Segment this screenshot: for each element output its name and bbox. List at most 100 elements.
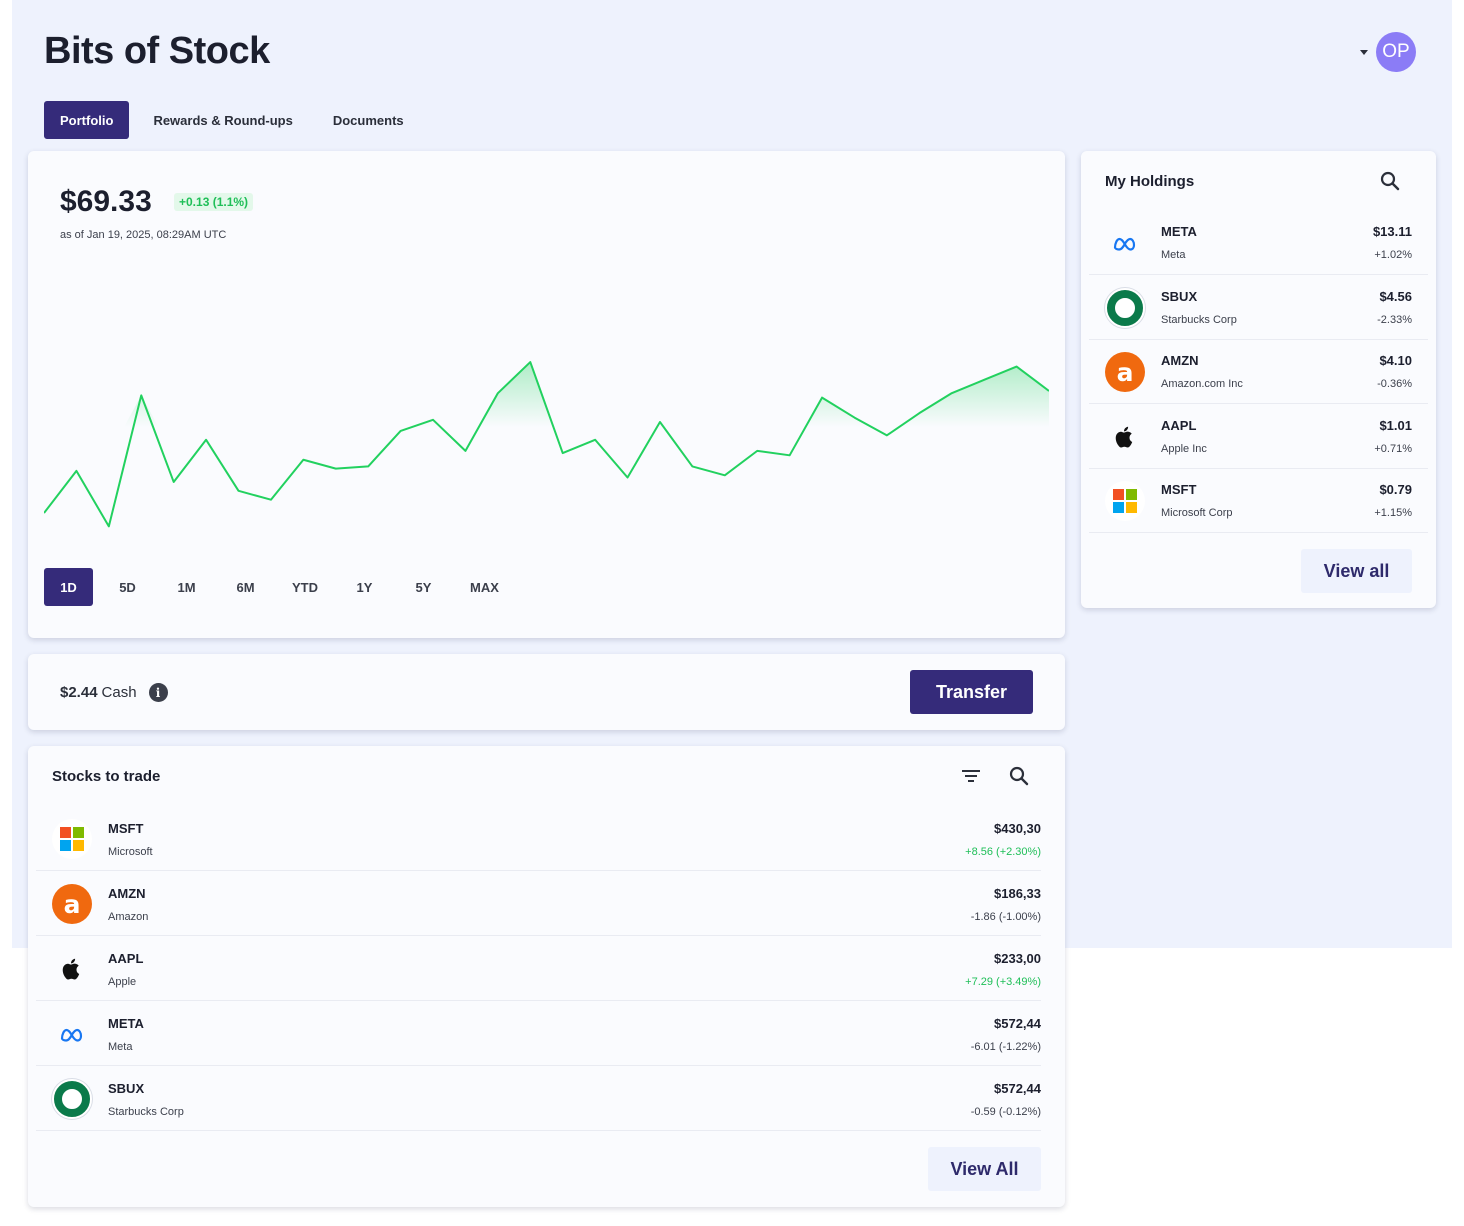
trade-logo <box>52 1079 92 1119</box>
stock-price: $186,33 <box>994 886 1041 901</box>
range-1d[interactable]: 1D <box>44 568 93 606</box>
range-5d[interactable]: 5D <box>119 579 136 595</box>
meta-logo-icon <box>1113 237 1136 251</box>
apple-logo-icon <box>1115 426 1133 448</box>
holding-row-amzn[interactable]: a AMZN Amazon.com Inc $4.10 -0.36% <box>1089 339 1428 404</box>
range-1m[interactable]: 1M <box>177 579 196 595</box>
stock-name: Amazon <box>108 911 149 923</box>
holding-row-meta[interactable]: META Meta $13.11 +1.02% <box>1089 210 1428 275</box>
tab-portfolio[interactable]: Portfolio <box>44 101 130 139</box>
stocks-to-trade-title: Stocks to trade <box>52 768 161 785</box>
search-icon[interactable] <box>1378 169 1402 193</box>
microsoft-logo-icon <box>52 819 92 859</box>
stock-change: -0.36% <box>1377 378 1412 390</box>
portfolio-change-badge: +0.13 (1.1%) <box>174 193 254 211</box>
trade-row-amzn[interactable]: a AMZN Amazon $186,33 -1.86 (-1.00%) <box>36 871 1041 936</box>
stock-change: +1.02% <box>1374 249 1412 261</box>
stock-name: Apple <box>108 976 137 988</box>
app-title: Bits of Stock <box>44 30 270 72</box>
stock-symbol: META <box>1161 224 1197 239</box>
stock-symbol: AAPL <box>1161 417 1197 433</box>
stock-price: $1.01 <box>1379 417 1412 433</box>
trade-logo <box>52 949 92 989</box>
portfolio-card: $69.33 +0.13 (1.1%) as of Jan 19, 2025, … <box>28 151 1065 638</box>
trade-logo: a <box>52 884 92 924</box>
stock-price: $13.11 <box>1372 224 1412 239</box>
holding-logo <box>1105 223 1145 263</box>
holding-logo: a <box>1105 352 1145 392</box>
holding-row-sbux[interactable]: SBUX Starbucks Corp $4.56 -2.33% <box>1089 275 1428 340</box>
stock-name: Apple Inc <box>1161 442 1207 455</box>
holding-logo <box>1105 481 1145 521</box>
stock-change: -1.86 (-1.00%) <box>970 911 1041 923</box>
stock-name: Starbucks Corp <box>108 1106 184 1118</box>
holding-row-msft[interactable]: MSFT Microsoft Corp $0.79 +1.15% <box>1089 468 1428 533</box>
stock-name: Meta <box>1161 249 1186 261</box>
view-all-stocks-button[interactable]: View All <box>928 1147 1041 1191</box>
transfer-button[interactable]: Transfer <box>910 670 1033 714</box>
stock-name: Microsoft Corp <box>1161 507 1233 519</box>
stock-change: -0.59 (-0.12%) <box>970 1106 1041 1118</box>
stock-symbol: AMZN <box>108 886 146 901</box>
cash-summary: $2.44 Cash i <box>60 683 168 702</box>
portfolio-timestamp: as of Jan 19, 2025, 08:29AM UTC <box>60 229 227 241</box>
microsoft-logo-icon <box>1105 481 1145 521</box>
tab-rewards[interactable]: Rewards & Round-ups <box>153 112 293 128</box>
range-1y[interactable]: 1Y <box>356 579 373 595</box>
cash-card: $2.44 Cash i Transfer <box>28 654 1065 730</box>
range-5y[interactable]: 5Y <box>415 579 432 595</box>
trade-row-aapl[interactable]: AAPL Apple $233,00 +7.29 (+3.49%) <box>36 936 1041 1001</box>
stock-symbol: MSFT <box>108 821 144 836</box>
trade-row-msft[interactable]: MSFT Microsoft $430,30 +8.56 (+2.30%) <box>36 806 1041 871</box>
starbucks-logo-icon <box>52 1079 92 1119</box>
stocks-to-trade-card: Stocks to trade MSFT Microsoft $430,30 +8.5… <box>28 746 1065 1207</box>
stock-symbol: AMZN <box>1161 353 1199 368</box>
stock-price: $572,44 <box>994 1016 1041 1031</box>
stock-symbol: MSFT <box>1161 482 1197 497</box>
trade-row-sbux[interactable]: SBUX Starbucks Corp $572,44 -0.59 (-0.12%) <box>36 1066 1041 1131</box>
amazon-logo-icon: a <box>52 884 92 924</box>
stock-change: +1.15% <box>1374 507 1412 519</box>
holding-row-aapl[interactable]: AAPL Apple Inc $1.01 +0.71% <box>1089 404 1428 469</box>
tab-documents[interactable]: Documents <box>332 112 404 128</box>
range-ytd[interactable]: YTD <box>292 579 318 595</box>
view-all-holdings-button[interactable]: View all <box>1301 549 1412 593</box>
stock-name: Microsoft <box>108 846 153 858</box>
stock-price: $0.79 <box>1379 482 1412 497</box>
stock-change: -6.01 (-1.22%) <box>970 1041 1041 1053</box>
avatar[interactable]: OP <box>1376 32 1416 72</box>
filter-icon[interactable] <box>959 764 983 788</box>
stock-symbol: SBUX <box>1161 288 1198 304</box>
stock-symbol: AAPL <box>108 951 144 966</box>
stock-name: Starbucks Corp <box>1161 313 1237 326</box>
user-menu[interactable]: OP <box>1360 32 1416 72</box>
stock-price: $4.56 <box>1379 288 1412 304</box>
starbucks-logo-icon <box>1105 287 1145 328</box>
range-selector: 1D 5D 1M 6M YTD 1Y 5Y MAX <box>44 568 521 606</box>
trade-logo <box>52 819 92 859</box>
my-holdings-title: My Holdings <box>1105 173 1195 190</box>
meta-logo-icon <box>60 1028 83 1042</box>
search-icon[interactable] <box>1007 764 1031 788</box>
stock-symbol: META <box>108 1016 144 1031</box>
amazon-logo-icon: a <box>1105 352 1145 392</box>
stock-name: Amazon.com Inc <box>1161 378 1243 390</box>
stock-symbol: SBUX <box>108 1081 145 1096</box>
chart-series-line <box>44 361 1049 528</box>
range-6m[interactable]: 6M <box>236 579 255 595</box>
cash-amount: $2.44 <box>60 684 98 701</box>
trade-row-meta[interactable]: META Meta $572,44 -6.01 (-1.22%) <box>36 1001 1041 1066</box>
stock-name: Meta <box>108 1041 133 1053</box>
my-holdings-card: My Holdings META Meta $13.11 +1.02% SBUX Star… <box>1081 151 1436 608</box>
trade-logo <box>52 1014 92 1054</box>
chevron-down-icon[interactable] <box>1360 49 1368 55</box>
cash-label: Cash <box>101 684 137 701</box>
holding-logo <box>1105 287 1145 328</box>
stock-change: +0.71% <box>1374 442 1412 455</box>
info-icon[interactable]: i <box>148 683 168 702</box>
stock-price: $4.10 <box>1379 353 1412 368</box>
stock-price: $572,44 <box>994 1081 1041 1096</box>
range-max[interactable]: MAX <box>470 579 499 595</box>
main-tabs: Portfolio Rewards & Round-ups Documents <box>44 101 420 139</box>
holding-logo <box>1105 417 1145 457</box>
